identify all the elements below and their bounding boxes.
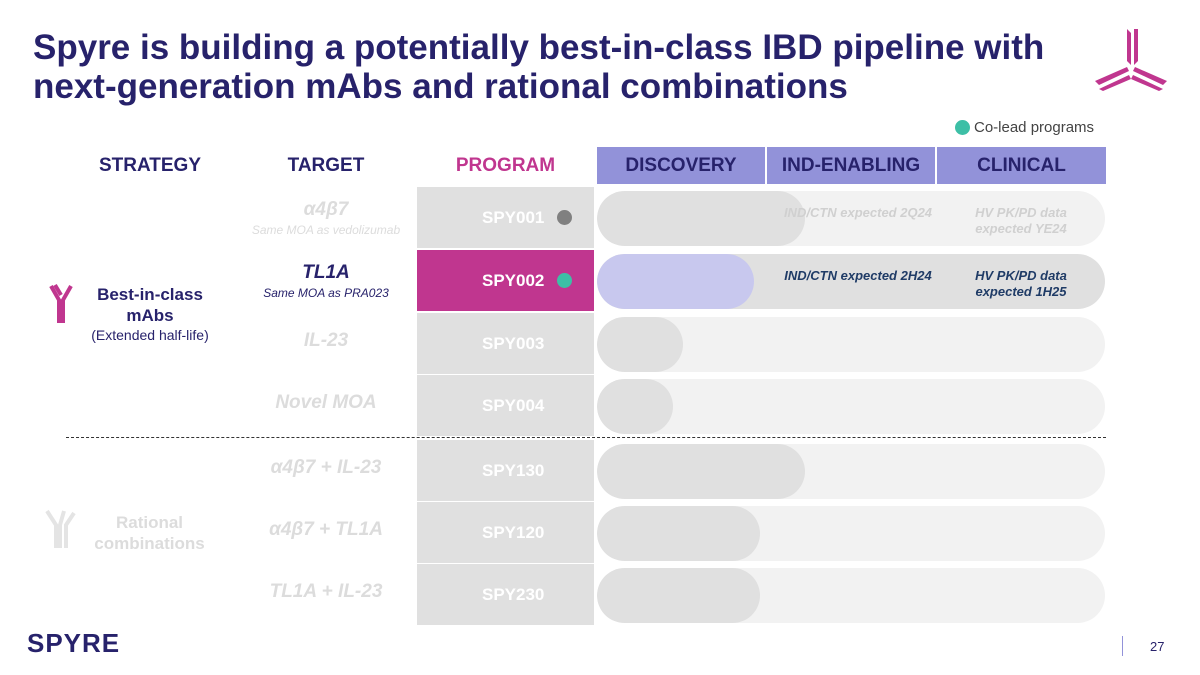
target-name: α4β7 + IL-23	[270, 457, 382, 478]
target-name: Novel MOA	[275, 392, 377, 413]
program-status-dot-icon	[557, 273, 572, 288]
progress-bar	[597, 317, 684, 372]
pipeline-track	[597, 191, 1105, 246]
legend-label: Co-lead programs	[974, 119, 1095, 136]
pipeline-track	[597, 254, 1105, 309]
target-cell: α4β7 Same MOA as vedolizumab	[240, 199, 412, 237]
program-spy003[interactable]: SPY003	[417, 313, 594, 374]
target-cell: TL1A + IL-23	[240, 581, 412, 603]
bispecific-antibody-icon	[45, 509, 76, 548]
progress-bar	[597, 191, 806, 246]
progress-bar	[597, 379, 674, 434]
target-moa: Same MOA as vedolizumab	[251, 223, 401, 237]
page-title: Spyre is building a potentially best-in-…	[33, 28, 1045, 106]
header-ind-enabling: IND-ENABLING	[767, 147, 935, 184]
target-cell: TL1A Same MOA as PRA023	[240, 262, 412, 300]
progress-bar	[597, 568, 760, 623]
section-divider	[66, 437, 1106, 438]
program-spy130[interactable]: SPY130	[417, 440, 594, 501]
legend: Co-lead programs	[955, 119, 1094, 136]
strategy-best-in-class: Best-in-class mAbs (Extended half-life)	[80, 284, 220, 344]
program-label: SPY002	[482, 270, 545, 290]
pipeline-track	[597, 379, 1105, 434]
header-strategy: STRATEGY	[98, 154, 202, 176]
program-label: SPY230	[482, 584, 545, 604]
target-moa: Same MOA as PRA023	[263, 286, 389, 300]
target-cell: Novel MOA	[240, 392, 412, 414]
antibody-icon	[49, 283, 73, 323]
program-spy230[interactable]: SPY230	[417, 564, 594, 625]
target-name: TL1A	[302, 262, 350, 283]
strategy-subtitle: (Extended half-life)	[91, 327, 209, 343]
target-name: TL1A + IL-23	[269, 581, 383, 602]
pipeline-track	[597, 568, 1105, 623]
target-cell: α4β7 + IL-23	[240, 457, 412, 479]
pipeline-track	[597, 444, 1105, 499]
target-name: α4β7 + TL1A	[269, 519, 383, 540]
program-label: SPY003	[482, 333, 545, 353]
target-name: α4β7	[303, 199, 349, 220]
program-spy004[interactable]: SPY004	[417, 375, 594, 436]
spyre-mark-icon	[1095, 29, 1167, 91]
progress-bar	[597, 506, 760, 561]
pipeline-track	[597, 317, 1105, 372]
program-label: SPY001	[482, 207, 545, 227]
program-label: SPY130	[482, 460, 545, 480]
milestone-clinical: HV PK/PD data expected 1H25	[975, 268, 1067, 299]
header-clinical: CLINICAL	[937, 147, 1106, 184]
target-cell: IL-23	[240, 330, 412, 352]
pipeline-track	[597, 506, 1105, 561]
program-spy002[interactable]: SPY002	[417, 250, 594, 311]
program-spy120[interactable]: SPY120	[417, 502, 594, 563]
program-label: SPY004	[482, 395, 545, 415]
program-spy001[interactable]: SPY001	[417, 187, 594, 248]
milestone-clinical: HV PK/PD data expected YE24	[975, 205, 1067, 236]
page-number: 27	[1150, 639, 1165, 654]
co-lead-dot-icon	[955, 120, 970, 135]
target-name: IL-23	[303, 330, 349, 351]
header-discovery: DISCOVERY	[597, 147, 765, 184]
footer-divider	[1122, 636, 1123, 656]
milestone-ind: IND/CTN expected 2H24	[784, 268, 932, 283]
progress-bar	[597, 254, 755, 309]
header-program: PROGRAM	[455, 154, 556, 176]
target-cell: α4β7 + TL1A	[240, 519, 412, 541]
progress-bar	[597, 444, 806, 499]
milestone-ind: IND/CTN expected 2Q24	[783, 205, 933, 220]
strategy-rational-combinations: Rational combinations	[94, 513, 205, 553]
strategy-title: Best-in-class mAbs	[97, 285, 203, 325]
header-target: TARGET	[287, 154, 365, 176]
program-status-dot-icon	[557, 210, 572, 225]
spyre-logo: SPYRE	[27, 628, 121, 658]
program-label: SPY120	[482, 522, 545, 542]
